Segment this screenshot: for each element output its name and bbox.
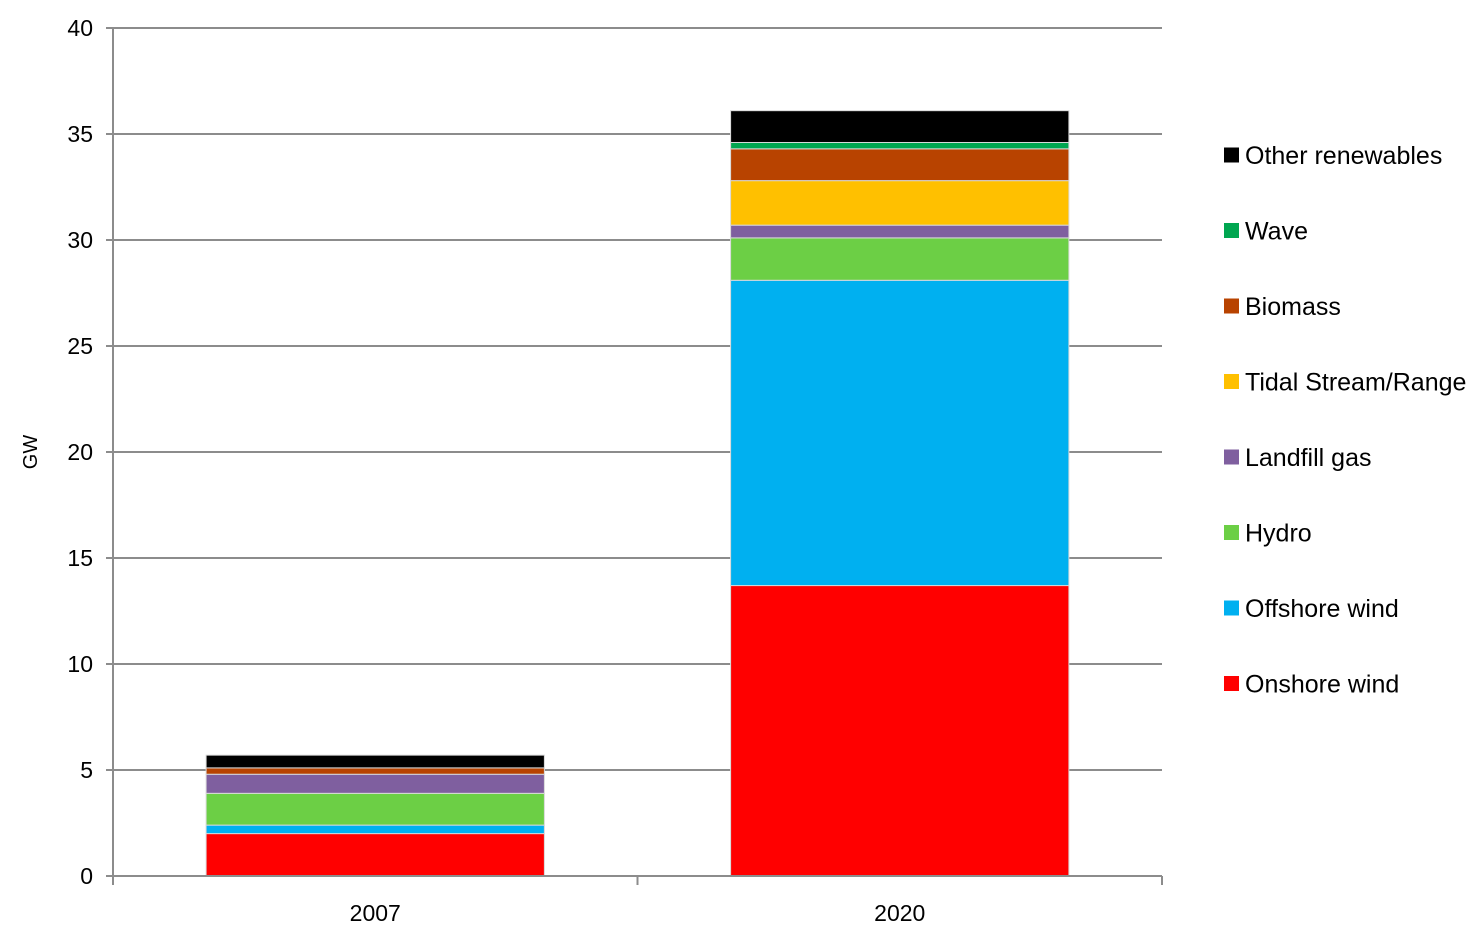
legend-label: Wave — [1245, 218, 1308, 246]
y-tick-label: 25 — [67, 333, 93, 359]
y-axis-title: GW — [20, 435, 42, 470]
legend-swatch — [1224, 223, 1239, 238]
bar-segment — [206, 793, 544, 825]
legend-item: Other renewables — [1224, 142, 1442, 170]
legend-swatch — [1224, 299, 1239, 314]
legend-item: Wave — [1224, 218, 1308, 246]
legend-item: Onshore wind — [1224, 671, 1399, 699]
bar-segment — [731, 142, 1069, 148]
bar-segment — [731, 238, 1069, 280]
y-tick-label: 30 — [67, 227, 93, 253]
bar-segment — [206, 834, 544, 876]
legend-swatch — [1224, 525, 1239, 540]
bar-segment — [206, 755, 544, 768]
legend-swatch — [1224, 450, 1239, 465]
y-tick-label: 35 — [67, 121, 93, 147]
legend-item: Biomass — [1224, 293, 1341, 321]
legend-label: Offshore wind — [1245, 595, 1399, 623]
y-tick-label: 15 — [67, 545, 93, 571]
legend-swatch — [1224, 676, 1239, 691]
y-tick-label: 0 — [80, 863, 93, 889]
bar-segment — [731, 111, 1069, 143]
legend-item: Landfill gas — [1224, 444, 1371, 472]
legend-label: Landfill gas — [1245, 444, 1371, 472]
legend-swatch — [1224, 148, 1239, 163]
bar-segment — [206, 774, 544, 793]
legend-label: Biomass — [1245, 293, 1341, 321]
legend-swatch — [1224, 601, 1239, 616]
y-tick-label: 5 — [80, 757, 93, 783]
bars — [206, 111, 1069, 876]
x-tick-label: 2020 — [874, 900, 925, 924]
legend-label: Hydro — [1245, 520, 1312, 548]
bar-segment — [731, 586, 1069, 876]
bar-segment — [731, 181, 1069, 226]
bar-segment — [206, 768, 544, 774]
bar-segment — [731, 225, 1069, 238]
bar-segment — [731, 149, 1069, 181]
legend-item: Tidal Stream/Range — [1224, 369, 1466, 397]
legend-item: Offshore wind — [1224, 595, 1399, 623]
y-tick-label: 20 — [67, 439, 93, 465]
bar-segment — [206, 825, 544, 833]
bar-segment — [731, 280, 1069, 585]
legend-label: Other renewables — [1245, 142, 1442, 170]
legend-item: Hydro — [1224, 520, 1312, 548]
x-tick-label: 2007 — [350, 900, 401, 924]
legend: Other renewables Wave Biomass Tidal Stream/… — [1224, 142, 1466, 699]
y-tick-label: 10 — [67, 651, 93, 677]
legend-label: Tidal Stream/Range — [1245, 369, 1466, 397]
legend-label: Onshore wind — [1245, 671, 1399, 699]
y-tick-label: 40 — [67, 15, 93, 41]
legend-swatch — [1224, 374, 1239, 389]
